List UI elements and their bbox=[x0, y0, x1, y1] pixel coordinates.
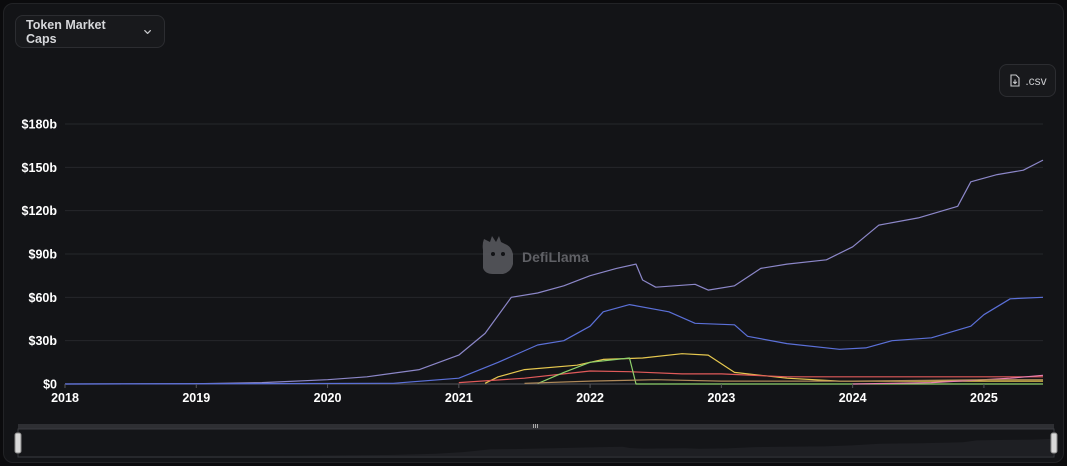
zoom-navigator[interactable] bbox=[14, 424, 1058, 458]
x-tick-label: 2022 bbox=[576, 391, 604, 405]
x-tick-label: 2018 bbox=[51, 391, 79, 405]
series-line-3 bbox=[484, 353, 1043, 384]
watermark: DefiLlama bbox=[482, 236, 589, 274]
chart-panel bbox=[3, 3, 1064, 463]
navigator-left-handle[interactable] bbox=[14, 432, 22, 454]
y-tick-label: $30b bbox=[29, 334, 58, 348]
navigator-grip-icon[interactable] bbox=[533, 424, 538, 428]
y-tick-label: $0 bbox=[43, 378, 57, 392]
series-line-7 bbox=[524, 379, 1043, 384]
chevron-down-icon bbox=[143, 29, 151, 34]
llama-logo-icon bbox=[482, 236, 513, 274]
y-tick-label: $90b bbox=[29, 248, 58, 262]
file-download-icon bbox=[1010, 74, 1020, 87]
series-line-4 bbox=[458, 370, 1043, 384]
csv-label: .csv bbox=[1025, 73, 1047, 88]
series-line-1 bbox=[64, 159, 1044, 385]
series-line-2 bbox=[64, 296, 1044, 385]
dropdown-label: Token Market Caps bbox=[26, 17, 106, 46]
watermark-text: DefiLlama bbox=[522, 249, 589, 265]
x-tick-label: 2025 bbox=[970, 391, 998, 405]
y-tick-label: $60b bbox=[29, 291, 58, 305]
csv-download-button[interactable]: .csv bbox=[999, 64, 1056, 97]
x-tick-label: 2024 bbox=[839, 391, 867, 405]
navigator-preview-area bbox=[19, 438, 1053, 456]
x-tick-label: 2023 bbox=[707, 391, 735, 405]
y-tick-label: $120b bbox=[22, 204, 58, 218]
x-tick-label: 2020 bbox=[314, 391, 342, 405]
navigator-right-handle[interactable] bbox=[1050, 432, 1058, 454]
y-tick-label: $180b bbox=[22, 118, 58, 132]
chart-type-dropdown[interactable]: Token Market Caps bbox=[15, 15, 165, 48]
y-tick-label: $150b bbox=[22, 161, 58, 175]
x-tick-label: 2021 bbox=[445, 391, 473, 405]
x-tick-label: 2019 bbox=[182, 391, 210, 405]
series-line-5 bbox=[537, 357, 1043, 385]
